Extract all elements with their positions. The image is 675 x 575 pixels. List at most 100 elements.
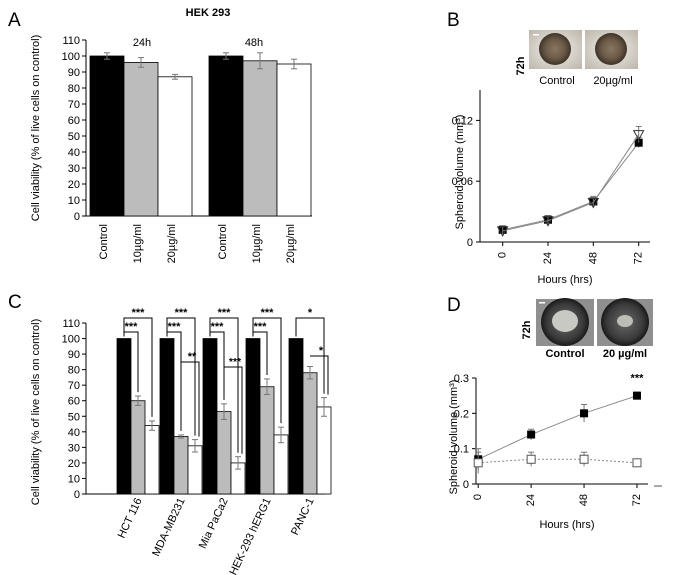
panel-a-y-tick-label: 30 <box>68 163 80 175</box>
panel-c-significance-label: *** <box>175 307 189 319</box>
panel-b-y-axis-label: Spheroid volume (mm³) <box>454 115 466 230</box>
panel-c-x-tick-label: HCT 116 <box>116 496 145 540</box>
panel-c-bar <box>288 338 304 495</box>
panel-c-y-tick-label: 90 <box>68 349 80 361</box>
panel-c-significance-label: *** <box>211 321 225 333</box>
panel-c-significance-label: *** <box>261 307 275 319</box>
panel-d-x-tick-label: 48 <box>578 494 590 506</box>
panel-d-image-label: 72h <box>521 320 533 339</box>
panel-a-y-tick-label: 90 <box>68 67 80 79</box>
panel-a-title: HEK 293 <box>186 7 231 19</box>
panel-c-significance-bracket <box>209 317 239 453</box>
panel-a-bar <box>208 55 244 217</box>
panel-c-significance-bracket <box>209 331 225 400</box>
panel-d-point <box>527 430 536 439</box>
panel-c-y-axis-label: Cell viability (% of live cells on contr… <box>30 319 42 505</box>
panel-c-significance-bracket <box>166 331 182 431</box>
panel-d-image-control <box>536 298 594 346</box>
panel-b-y-tick-label: 0.06 <box>452 176 473 188</box>
panel-b-x-tick-label: 24 <box>542 252 554 264</box>
panel-c-significance-label: *** <box>125 321 139 333</box>
panel-d-point <box>632 458 642 468</box>
panel-c-significance-label: *** <box>229 356 242 368</box>
panel-a-x-tick-label: 20µg/ml <box>166 224 178 263</box>
panel-c-x-tick-label: PANC-1 <box>289 496 317 537</box>
panel-c-significance-bracket <box>123 317 153 417</box>
panel-a-x-tick-label: Control <box>217 224 229 259</box>
panel-a-bar <box>123 62 159 217</box>
panel-c-significance-bracket <box>224 366 243 454</box>
panel-c-significance-label: *** <box>132 307 146 319</box>
panel-a-y-tick-label: 40 <box>68 147 80 159</box>
panel-d-y-tick-label: 0 <box>463 479 469 491</box>
panel-b-image-treated <box>585 30 638 69</box>
panel-c-y-tick-label: 40 <box>68 427 80 439</box>
panel-b-y-tick-label: 0 <box>467 237 473 249</box>
panel-c-chart: Cell viability (% of live cells on contr… <box>30 307 332 575</box>
panel-a-bar <box>157 76 193 217</box>
panel-c-y-tick-label: 100 <box>62 334 80 346</box>
panel-d-image-caption-treated: 20 µg/ml <box>603 348 647 360</box>
panel-a-y-tick-label: 70 <box>68 99 80 111</box>
panel-d-x-axis-label: Hours (hrs) <box>539 519 594 531</box>
panel-d-point <box>632 391 641 400</box>
panel-c-x-tick-label: MDA-MB231 <box>150 496 187 558</box>
panel-c-bar <box>273 434 289 495</box>
panel-c-x-tick-label: HEK-293 hERG1 <box>227 496 273 575</box>
panel-label-c: C <box>8 292 22 313</box>
panel-c-significance-bracket <box>252 331 268 375</box>
panel-d-y-tick-label: 0.2 <box>454 408 469 420</box>
panel-c-bar <box>316 406 332 495</box>
panel-d-y-axis-label: Spheroid volume (mm³) <box>448 380 460 495</box>
panel-c-significance-label: ** <box>188 351 197 363</box>
panel-c-bar <box>144 425 160 495</box>
panel-c-significance-bracket <box>310 355 329 395</box>
panel-a-y-tick-label: 50 <box>68 131 80 143</box>
panel-a-y-tick-label: 100 <box>62 51 80 63</box>
panel-c-significance-label: *** <box>218 307 232 319</box>
panel-c-bar <box>159 338 175 495</box>
panel-c-significance-bracket <box>252 317 282 424</box>
panel-a-y-tick-label: 60 <box>68 115 80 127</box>
panel-c-y-tick-label: 80 <box>68 365 80 377</box>
panel-c-y-tick-label: 70 <box>68 380 80 392</box>
panel-a-bar <box>89 55 125 217</box>
panel-c-y-tick-label: 10 <box>68 473 80 485</box>
panel-c-bar <box>202 338 218 495</box>
panel-b-image-label: 72h <box>515 56 527 75</box>
panel-b-x-tick-label: 0 <box>497 252 509 258</box>
panel-b-image-caption-control: Control <box>539 75 574 87</box>
panel-c-y-tick-label: 60 <box>68 396 80 408</box>
panel-b-point <box>632 130 645 141</box>
panel-d-point <box>580 409 589 418</box>
panel-c-bar <box>302 372 318 495</box>
panel-b-x-axis-label: Hours (hrs) <box>537 274 592 286</box>
panel-c-bar <box>130 400 146 495</box>
panel-a-y-tick-label: 10 <box>68 195 80 207</box>
panel-c-significance-bracket <box>181 361 200 437</box>
panel-label-b: B <box>447 10 460 31</box>
panel-c-bar <box>216 411 232 495</box>
panel-a-group-48h-label: 48h <box>245 37 263 49</box>
panel-c-significance-label: * <box>308 307 313 319</box>
panel-b-point <box>542 216 554 227</box>
panel-d-x-tick-label: 24 <box>525 494 537 506</box>
panel-d-significance-label: *** <box>631 373 645 385</box>
panel-c-significance-label: *** <box>254 321 268 333</box>
panel-c-bar <box>116 338 132 495</box>
panel-c-y-tick-label: 110 <box>62 318 80 330</box>
panel-b-point <box>587 197 600 209</box>
panel-d-y-tick-label: 0.1 <box>454 444 469 456</box>
panel-b-series-line <box>502 134 640 232</box>
panel-d-x-tick-label: 0 <box>472 494 484 500</box>
panel-c-y-tick-label: 50 <box>68 411 80 423</box>
panel-d-chart: 72h Control 20 µg/ml Spheroid volume (mm… <box>448 298 662 531</box>
panel-c-bar <box>173 436 189 495</box>
panel-d-series-line <box>477 395 638 460</box>
panel-label-a: A <box>8 10 21 31</box>
panel-c-significance-label: * <box>319 345 324 357</box>
panel-d-image-treated <box>597 298 653 346</box>
panel-d-series-line <box>478 458 638 464</box>
panel-b-point <box>496 226 509 237</box>
